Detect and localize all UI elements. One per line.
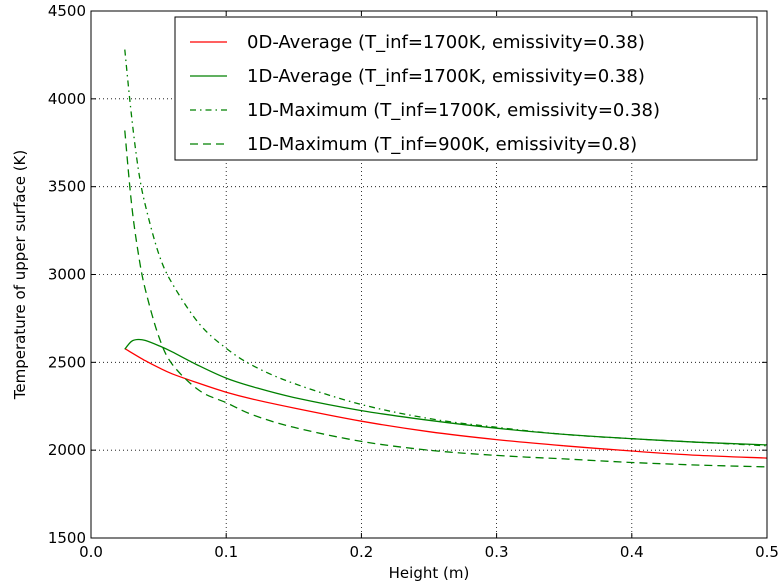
y-tick-labels: 1500 2000 2500 3000 3500 4000 4500 — [48, 2, 86, 547]
x-tick-label: 0.4 — [620, 543, 644, 561]
legend-label-2: 1D-Average (T_inf=1700K, emissivity=0.38… — [247, 66, 645, 87]
y-tick-label: 3000 — [48, 266, 86, 284]
series-line-4 — [124, 130, 768, 468]
legend-box — [174, 16, 758, 161]
x-tick-label: 0.0 — [79, 543, 103, 561]
legend-label-1: 0D-Average (T_inf=1700K, emissivity=0.38… — [247, 32, 645, 53]
x-tick-label: 0.1 — [214, 543, 238, 561]
x-axis-label: Height (m) — [389, 564, 470, 582]
y-tick-label: 2500 — [48, 353, 86, 371]
series-line-1 — [124, 348, 768, 459]
y-tick-label: 2000 — [48, 441, 86, 459]
legend-label-4: 1D-Maximum (T_inf=900K, emissivity=0.8) — [247, 134, 637, 155]
y-tick-label: 1500 — [48, 529, 86, 547]
axis-ticks — [90, 10, 768, 539]
y-axis-label: Temperature of upper surface (K) — [11, 150, 29, 400]
x-tick-label: 0.5 — [755, 543, 779, 561]
legend-label-3: 1D-Maximum (T_inf=1700K, emissivity=0.38… — [247, 100, 660, 121]
y-tick-label: 4000 — [48, 90, 86, 108]
series-line-2 — [124, 338, 768, 446]
series-line-3 — [124, 49, 768, 447]
y-tick-label: 3500 — [48, 178, 86, 196]
series-lines — [124, 49, 768, 468]
x-tick-label: 0.3 — [485, 543, 509, 561]
x-tick-labels: 0.0 0.1 0.2 0.3 0.4 0.5 — [79, 543, 779, 561]
legend: 0D-Average (T_inf=1700K, emissivity=0.38… — [174, 16, 758, 161]
y-tick-label: 4500 — [48, 2, 86, 20]
x-tick-label: 0.2 — [349, 543, 373, 561]
